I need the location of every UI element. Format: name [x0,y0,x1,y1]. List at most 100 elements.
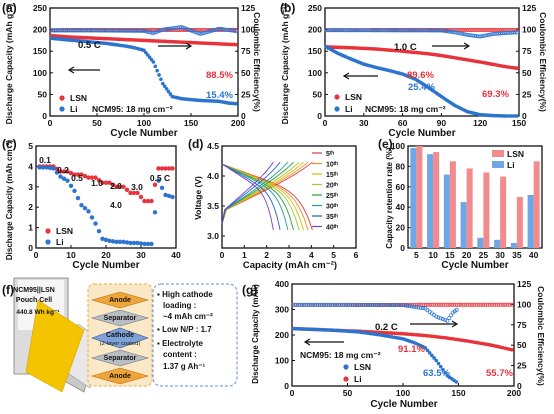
point-lsn [100,180,105,185]
panel-g-rate: 0.2 C [375,322,398,333]
ce-point-lsn-ce [459,302,463,307]
ce-point-lsn-ce [495,28,500,32]
ce-point-li-ce [98,28,103,33]
ce-point-li-ce [60,28,64,33]
ce-point-li-ce [202,30,207,35]
ce-point-li-ce [498,31,503,36]
ce-point-lsn-ce [441,302,446,307]
ce-point-li-ce [58,28,63,33]
ce-point-li-ce [435,28,440,33]
ce-point-li-ce [439,28,444,33]
legend-g-li-marker [343,376,349,382]
point-li [443,370,447,375]
point-lsn [163,166,168,171]
point-li [159,77,163,82]
point-lsn [79,172,84,177]
ce-point-li-ce [299,302,304,307]
ce-point-li-ce [457,31,462,36]
ce-point-li-ce [336,28,340,33]
panel-e: (e) 0 20 40 60 80 100 5 10 15 20 25 30 35 40 Capacity… [378,137,543,271]
panel-g: (g) 0 50 100 150 200010020030040002550751001… [242,279,546,410]
ce-point-lsn-ce [515,27,520,32]
ce-point-lsn-ce [466,28,471,32]
point-li [47,165,53,171]
ce-point-li-ce [365,303,370,307]
ce-point-lsn-ce [183,27,188,32]
ce-point-li-ce [368,303,372,307]
ce-point-li-ce [93,28,98,33]
ce-point-lsn-ce [474,28,479,32]
x-tick-label: 40 [529,250,539,260]
ce-point-lsn-ce [485,302,490,307]
ce-point-li-ce [463,32,468,37]
point-li [142,241,147,247]
ce-point-li-ce [472,33,477,38]
ce-point-li-ce [387,303,392,307]
arrow-right-head [185,42,193,50]
ce-point-li-ce [194,30,199,35]
point-lsn [86,175,91,180]
ce-point-li-ce [483,33,488,38]
ce-point-li-ce [436,315,441,320]
x-tick-label: 100 [137,118,151,128]
ce-point-li-ce [465,32,470,37]
ce-point-li-ce [113,28,118,33]
ce-point-li-ce [48,28,53,33]
ce-point-lsn-ce [503,302,508,307]
ce-point-li-ce [185,27,190,32]
x-tick-label: 30 [495,250,505,260]
ce-point-li-ce [480,34,484,39]
panel-g-li-retention: 63.5% [423,368,450,379]
y-tick-label: 2 [28,202,33,212]
ce-point-li-ce [357,28,362,33]
ce-point-li-ce [373,28,378,33]
ce-point-li-ce [402,28,407,33]
ce-point-lsn-ce [149,27,154,32]
ce-point-li-ce [352,302,357,307]
ce-point-li-ce [414,305,419,310]
y2-tick-label: 50 [517,340,527,350]
y-tick-label: 3.0 [207,231,219,241]
ce-point-li-ce [361,28,366,33]
panel-d-xlabel: Capacity (mAh cm⁻²) [243,260,337,271]
panel-d-plot: 0 1 2 3 4 5 6 3.0 3.5 4.0 4.5 5ᵗʰ 10ᵗʰ 15ᵗʰ 20ᵗʰ 25ᵗʰ 30… [207,141,358,260]
point-li [100,236,105,242]
ce-point-li-ce [429,28,434,33]
ce-point-li-ce [96,28,101,33]
x-tick-label: 20 [101,250,111,260]
bullet-3a: ▪ Electrolyte [157,339,204,348]
ce-point-lsn-ce [478,28,483,32]
legend-e-lsn-swatch [492,150,504,157]
point-lsn [135,190,140,196]
ce-point-li-ce [384,28,389,33]
ce-point-li-ce [504,31,509,36]
y2-tick-label: 0 [522,111,527,121]
rate-label: 0.2 [57,165,69,175]
point-li [454,380,459,384]
y2-tick-label: 25 [241,89,251,99]
rate-label: 0.5 [71,173,83,183]
ce-point-lsn-ce [467,302,472,307]
discharge-curve [221,163,274,231]
anode-top-layer [90,291,150,309]
panel-b-frame [324,7,520,117]
ce-point-li-ce [228,28,233,33]
point-li [170,194,175,200]
point-lsn [72,172,77,177]
y-tick-label: 3 [28,182,33,192]
ce-point-li-ce [441,28,446,33]
ce-point-li-ce [158,28,163,33]
ce-point-li-ce [209,28,214,33]
point-li [82,206,88,211]
ce-point-li-ce [427,28,432,33]
point-li [425,348,430,353]
panel-a-label: (a) [2,1,17,15]
panel-b-plot: 0 30 60 90 120 150050100150200250025507510012… [308,3,537,128]
point-li [44,165,49,170]
ce-point-li-ce [69,28,74,33]
ce-point-li-ce [394,303,399,307]
arrow-left-head [303,338,311,346]
point-li [430,353,434,358]
ce-point-li-ce [346,302,351,307]
ce-point-li-ce [100,28,105,33]
